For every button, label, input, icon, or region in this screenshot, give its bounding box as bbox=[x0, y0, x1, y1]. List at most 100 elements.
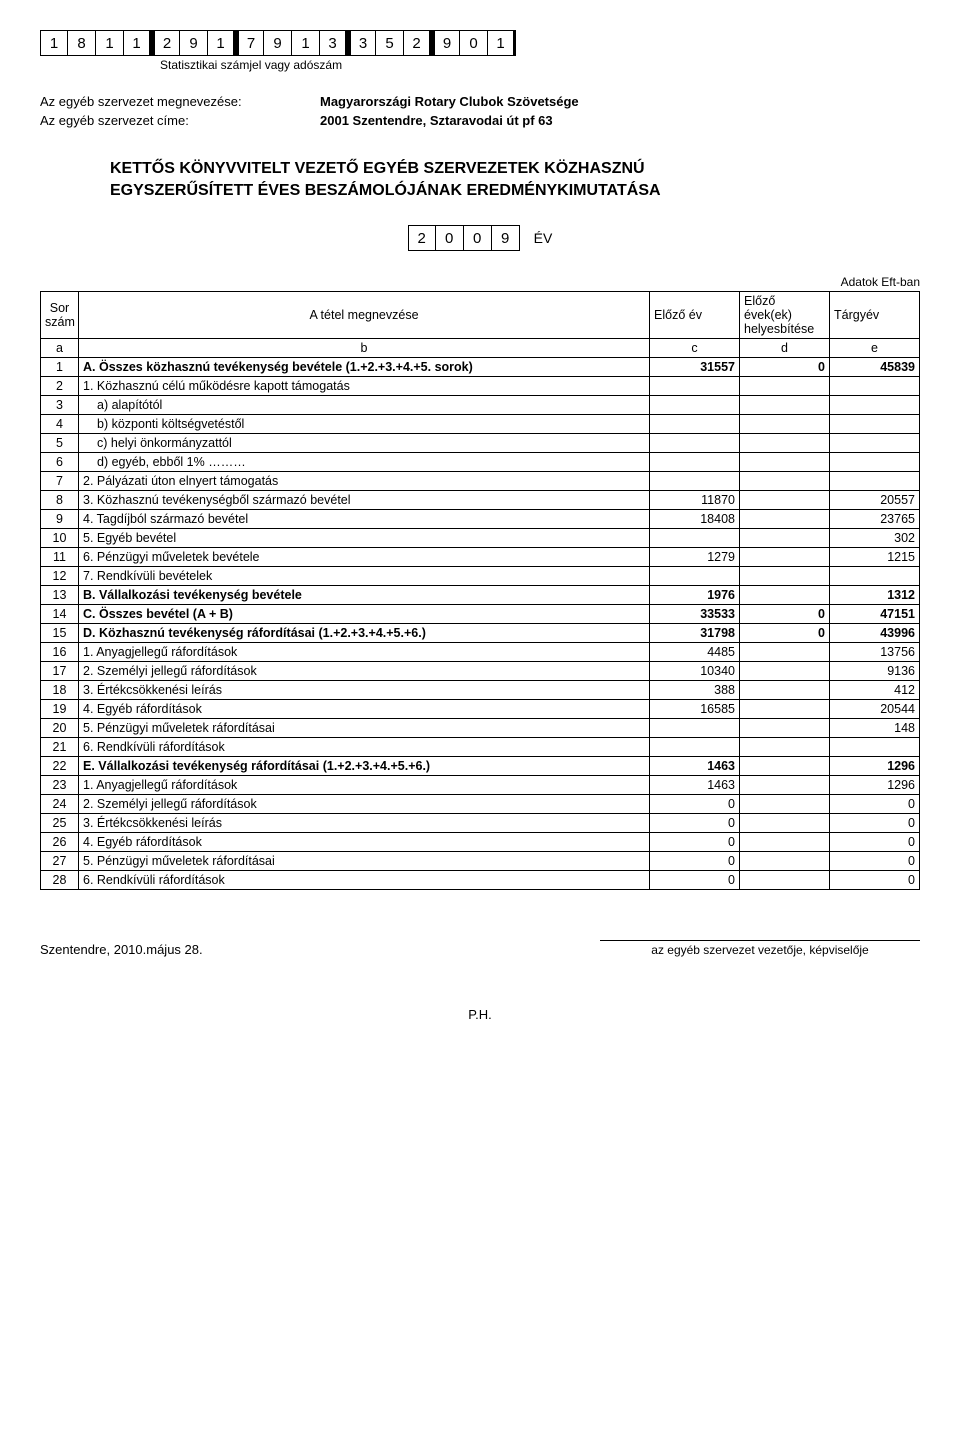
stat-digit: 1 bbox=[96, 30, 124, 56]
row-number: 26 bbox=[41, 833, 79, 852]
row-number: 14 bbox=[41, 605, 79, 624]
table-row: 4b) központi költségvetéstől bbox=[41, 415, 920, 434]
cell-e: 148 bbox=[830, 719, 920, 738]
org-addr-label: Az egyéb szervezet címe: bbox=[40, 113, 320, 128]
signature-line: az egyéb szervezet vezetője, képviselője bbox=[600, 940, 920, 957]
lettercol-d: d bbox=[740, 339, 830, 358]
row-number: 12 bbox=[41, 567, 79, 586]
table-row: 6d) egyéb, ebből 1% ……… bbox=[41, 453, 920, 472]
place-date: Szentendre, 2010.május 28. bbox=[40, 942, 203, 957]
footer: Szentendre, 2010.május 28. az egyéb szer… bbox=[40, 940, 920, 957]
stat-digit: 1 bbox=[208, 30, 236, 56]
cell-d bbox=[740, 662, 830, 681]
stat-digit: 1 bbox=[124, 30, 152, 56]
cell-e: 13756 bbox=[830, 643, 920, 662]
row-label: 2. Személyi jellegű ráfordítások bbox=[79, 662, 650, 681]
year-boxes: 2009 bbox=[408, 225, 520, 251]
table-row: 161. Anyagjellegű ráfordítások448513756 bbox=[41, 643, 920, 662]
hdr-megnevezes: A tétel megnevzése bbox=[79, 292, 650, 339]
row-number: 21 bbox=[41, 738, 79, 757]
row-number: 10 bbox=[41, 529, 79, 548]
row-label: c) helyi önkormányzattól bbox=[79, 434, 650, 453]
row-number: 5 bbox=[41, 434, 79, 453]
title-line-2: EGYSZERŰSÍTETT ÉVES BESZÁMOLÓJÁNAK EREDM… bbox=[110, 180, 920, 202]
cell-e: 45839 bbox=[830, 358, 920, 377]
cell-c bbox=[650, 396, 740, 415]
row-label: 3. Értékcsökkenési leírás bbox=[79, 814, 650, 833]
cell-e: 9136 bbox=[830, 662, 920, 681]
cell-d: 0 bbox=[740, 358, 830, 377]
table-row: 94. Tagdíjból származó bevétel1840823765 bbox=[41, 510, 920, 529]
row-label: 3. Értékcsökkenési leírás bbox=[79, 681, 650, 700]
row-number: 27 bbox=[41, 852, 79, 871]
cell-c bbox=[650, 434, 740, 453]
cell-c: 1976 bbox=[650, 586, 740, 605]
cell-c bbox=[650, 529, 740, 548]
cell-c bbox=[650, 415, 740, 434]
row-number: 7 bbox=[41, 472, 79, 491]
table-row: 116. Pénzügyi műveletek bevétele12791215 bbox=[41, 548, 920, 567]
row-label: b) központi költségvetéstől bbox=[79, 415, 650, 434]
lettercol-b: b bbox=[79, 339, 650, 358]
row-number: 4 bbox=[41, 415, 79, 434]
cell-d bbox=[740, 852, 830, 871]
cell-c bbox=[650, 719, 740, 738]
row-label: A. Összes közhasznú tevékenység bevétele… bbox=[79, 358, 650, 377]
cell-e: 1296 bbox=[830, 776, 920, 795]
cell-e: 0 bbox=[830, 852, 920, 871]
lettercol-e: e bbox=[830, 339, 920, 358]
row-number: 15 bbox=[41, 624, 79, 643]
cell-e bbox=[830, 453, 920, 472]
cell-e bbox=[830, 434, 920, 453]
year-row: 2009 ÉV bbox=[40, 225, 920, 251]
hdr-targyev: Tárgyév bbox=[830, 292, 920, 339]
org-addr-value: 2001 Szentendre, Sztaravodai út pf 63 bbox=[320, 113, 553, 128]
row-number: 1 bbox=[41, 358, 79, 377]
table-row: 286. Rendkívüli ráfordítások00 bbox=[41, 871, 920, 890]
year-label: ÉV bbox=[534, 230, 553, 246]
cell-d bbox=[740, 491, 830, 510]
cell-d bbox=[740, 814, 830, 833]
table-row: 216. Rendkívüli ráfordítások bbox=[41, 738, 920, 757]
org-name-value: Magyarországi Rotary Clubok Szövetsége bbox=[320, 94, 579, 109]
cell-e: 47151 bbox=[830, 605, 920, 624]
row-label: 4. Egyéb ráfordítások bbox=[79, 833, 650, 852]
table-row: 22E. Vállalkozási tevékenység ráfordítás… bbox=[41, 757, 920, 776]
hdr-sorszam: Sor szám bbox=[41, 292, 79, 339]
cell-d bbox=[740, 795, 830, 814]
table-row: 5c) helyi önkormányzattól bbox=[41, 434, 920, 453]
table-row: 172. Személyi jellegű ráfordítások103409… bbox=[41, 662, 920, 681]
cell-e: 1215 bbox=[830, 548, 920, 567]
table-row: 127. Rendkívüli bevételek bbox=[41, 567, 920, 586]
cell-d bbox=[740, 833, 830, 852]
row-label: E. Vállalkozási tevékenység ráfordításai… bbox=[79, 757, 650, 776]
units-label: Adatok Eft-ban bbox=[40, 275, 920, 289]
row-number: 16 bbox=[41, 643, 79, 662]
cell-e: 1296 bbox=[830, 757, 920, 776]
cell-d bbox=[740, 567, 830, 586]
row-label: 6. Rendkívüli ráfordítások bbox=[79, 738, 650, 757]
cell-c: 4485 bbox=[650, 643, 740, 662]
table-row: 83. Közhasznú tevékenységből származó be… bbox=[41, 491, 920, 510]
row-number: 2 bbox=[41, 377, 79, 396]
stat-digit: 2 bbox=[152, 30, 180, 56]
cell-c: 1463 bbox=[650, 776, 740, 795]
table-row: 194. Egyéb ráfordítások1658520544 bbox=[41, 700, 920, 719]
cell-c: 0 bbox=[650, 871, 740, 890]
cell-d bbox=[740, 529, 830, 548]
cell-c: 0 bbox=[650, 814, 740, 833]
cell-d bbox=[740, 757, 830, 776]
stat-digit: 2 bbox=[404, 30, 432, 56]
cell-e: 0 bbox=[830, 833, 920, 852]
cell-e bbox=[830, 738, 920, 757]
cell-c: 33533 bbox=[650, 605, 740, 624]
row-label: 3. Közhasznú tevékenységből származó bev… bbox=[79, 491, 650, 510]
table-row: 231. Anyagjellegű ráfordítások14631296 bbox=[41, 776, 920, 795]
cell-d bbox=[740, 643, 830, 662]
cell-e: 0 bbox=[830, 795, 920, 814]
row-label: D. Közhasznú tevékenység ráfordításai (1… bbox=[79, 624, 650, 643]
row-label: 5. Pénzügyi műveletek ráfordításai bbox=[79, 719, 650, 738]
cell-e: 23765 bbox=[830, 510, 920, 529]
org-addr-row: Az egyéb szervezet címe: 2001 Szentendre… bbox=[40, 113, 920, 128]
row-label: d) egyéb, ebből 1% ……… bbox=[79, 453, 650, 472]
